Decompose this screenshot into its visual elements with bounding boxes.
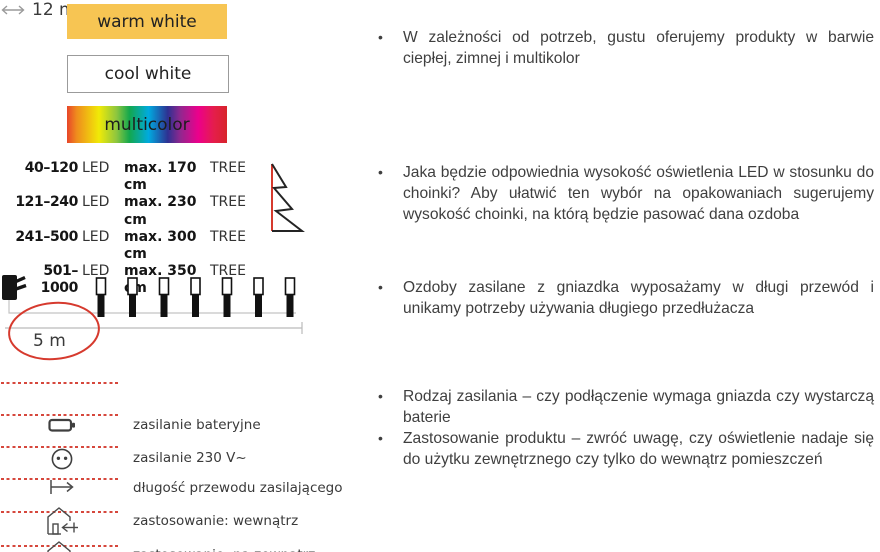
cord-length-icon (42, 478, 82, 496)
table-row: 501–1000 LED max. 350 cm TREE (8, 263, 260, 297)
bullet-marker: • (378, 164, 383, 180)
tree-word: TREE (210, 228, 246, 245)
bullet-item: • Jaka będzie odpowiednia wysokość oświe… (368, 162, 874, 225)
string-length-group: 12 m (0, 0, 880, 20)
bullet-item: • Zastosowanie produktu – zwróć uwagę, c… (368, 428, 874, 470)
indoor-use-icon (42, 505, 82, 535)
cord-length-label: 5 m (33, 331, 66, 351)
led-range: 121–240 (15, 194, 78, 211)
feature-label: zastosowanie: na zewnątrz (133, 547, 315, 552)
tree-icon (271, 163, 305, 232)
bullet-group-cord: • Ozdoby zasilane z gniazdka wyposażamy … (368, 277, 874, 319)
measure-line (5, 322, 303, 334)
dotted-separator (1, 545, 118, 548)
table-row: 241–500 LED max. 300 cm TREE (8, 229, 260, 263)
bullet-text: Rodzaj zasilania – czy podłączenie wymag… (403, 388, 874, 426)
multicolor-label: multicolor (104, 114, 190, 135)
double-arrow-icon (1, 5, 25, 15)
bulb-icon (284, 277, 296, 317)
led-range: 241–500 (15, 228, 78, 245)
dotted-separator (1, 511, 118, 514)
bullet-marker: • (378, 279, 383, 295)
bulb-icon (253, 277, 264, 317)
bullet-marker: • (378, 29, 383, 45)
bulb-icon (158, 277, 170, 317)
tree-max-height: max. 300 cm (124, 228, 197, 263)
bullet-text: Zastosowanie produktu – zwróć uwagę, czy… (403, 430, 874, 468)
bulb-icon (221, 277, 233, 317)
dotted-separator (1, 382, 118, 385)
led-unit: LED (82, 228, 110, 245)
bullet-item: • W zależności od potrzeb, gustu oferuje… (368, 27, 874, 69)
bullet-group-tree-height: • Jaka będzie odpowiednia wysokość oświe… (368, 162, 874, 225)
dotted-separator (1, 446, 118, 449)
led-range: 40–120 (24, 160, 79, 176)
led-unit: LED (82, 263, 110, 280)
tree-word: TREE (210, 160, 246, 176)
led-unit: LED (82, 160, 110, 176)
table-row: 121–240 LED max. 230 cm TREE (8, 194, 260, 228)
led-unit: LED (82, 194, 110, 211)
red-circle-annotation (8, 301, 100, 361)
plug-icon (2, 275, 27, 300)
tree-max-height: max. 170 cm (124, 160, 197, 194)
outdoor-use-icon (42, 539, 82, 552)
bullet-text: W zależności od potrzeb, gustu oferujemy… (403, 29, 874, 67)
feature-label: zasilanie 230 V~ (133, 450, 247, 466)
table-row: 40–120 LED max. 170 cm TREE (8, 160, 260, 194)
tree-word: TREE (210, 263, 246, 280)
battery-icon (42, 418, 82, 433)
cool-white-label: cool white (104, 64, 192, 84)
feature-label: zasilanie bateryjne (133, 417, 261, 433)
dotted-separator (1, 478, 118, 481)
warm-white-label: warm white (97, 11, 197, 32)
power-socket-icon (42, 447, 82, 471)
feature-label: zastosowanie: wewnątrz (133, 513, 299, 529)
bulb-icon (95, 277, 107, 317)
bullet-group-colors: • W zależności od potrzeb, gustu oferuje… (368, 27, 874, 69)
feature-label: długość przewodu zasilającego (133, 480, 343, 496)
bulb-icon (127, 277, 138, 317)
bullet-group-power-usage: • Rodzaj zasilania – czy podłączenie wym… (368, 386, 874, 470)
light-string-diagram (2, 275, 303, 334)
bullet-marker: • (378, 388, 383, 404)
bullet-text: Ozdoby zasilane z gniazdka wyposażamy w … (403, 279, 874, 317)
led-tree-table: 40–120 LED max. 170 cm TREE 121–240 LED … (8, 160, 260, 298)
cool-white-swatch: cool white (67, 55, 229, 93)
warm-white-swatch: warm white (67, 4, 227, 39)
wire-line (8, 299, 296, 314)
string-length-label: 12 m (32, 0, 76, 20)
bulb-icons (95, 277, 296, 317)
bullet-text: Jaka będzie odpowiednia wysokość oświetl… (403, 164, 874, 223)
bullet-item: • Ozdoby zasilane z gniazdka wyposażamy … (368, 277, 874, 319)
multicolor-swatch: multicolor (67, 106, 227, 143)
tree-max-height: max. 230 cm (124, 194, 197, 228)
tree-word: TREE (210, 194, 246, 211)
dotted-separator (1, 414, 118, 417)
bulb-icon (190, 277, 201, 317)
led-range: 501–1000 (40, 263, 79, 297)
bullet-marker: • (378, 430, 383, 446)
bullet-item: • Rodzaj zasilania – czy podłączenie wym… (368, 386, 874, 428)
